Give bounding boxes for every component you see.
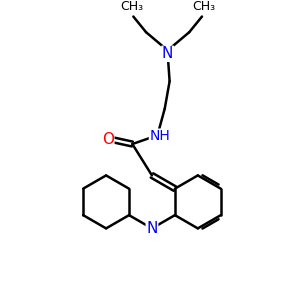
Text: O: O — [102, 132, 114, 147]
Text: NH: NH — [149, 129, 170, 143]
Text: CH₃: CH₃ — [120, 0, 143, 13]
Text: N: N — [146, 221, 158, 236]
Text: N: N — [162, 46, 173, 61]
Text: CH₃: CH₃ — [192, 0, 215, 13]
